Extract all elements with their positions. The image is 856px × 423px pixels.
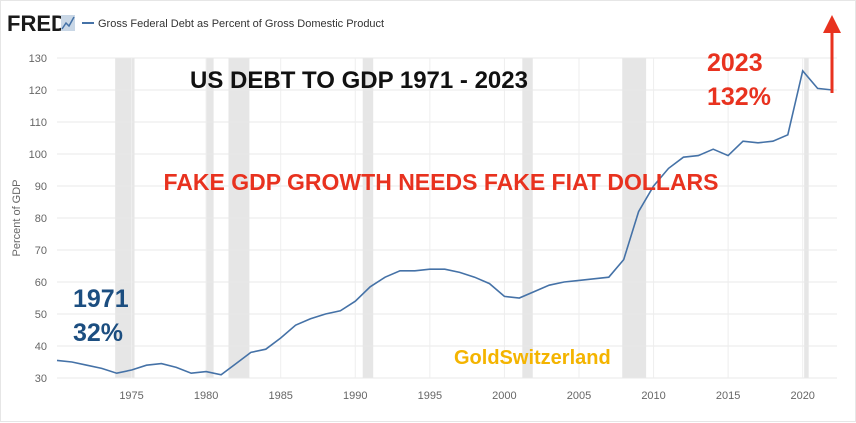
x-tick-label: 2005 bbox=[567, 390, 591, 402]
start-value-label: 32% bbox=[73, 319, 123, 347]
y-tick-label: 50 bbox=[35, 309, 47, 321]
fred-logo-chart-icon bbox=[61, 15, 75, 31]
fred-logo[interactable]: FRED bbox=[7, 11, 67, 36]
x-axis-ticks: 1975 1980 1985 1990 1995 2000 2005 2010 2015 2020 bbox=[119, 390, 815, 402]
end-value-label: 132% bbox=[707, 83, 771, 111]
y-tick-label: 40 bbox=[35, 341, 47, 353]
series-line bbox=[56, 69, 833, 376]
x-tick-label: 1990 bbox=[343, 390, 367, 402]
y-tick-label: 120 bbox=[29, 85, 47, 97]
y-tick-label: 100 bbox=[29, 149, 47, 161]
y-tick-label: 130 bbox=[29, 53, 47, 65]
x-tick-label: 1980 bbox=[194, 390, 218, 402]
x-tick-label: 2010 bbox=[641, 390, 665, 402]
y-tick-label: 110 bbox=[29, 117, 47, 129]
x-tick-label: 1985 bbox=[268, 390, 292, 402]
x-tick-label: 2020 bbox=[790, 390, 814, 402]
x-tick-label: 1995 bbox=[418, 390, 442, 402]
y-tick-label: 70 bbox=[35, 245, 47, 257]
y-tick-label: 80 bbox=[35, 213, 47, 225]
series-title: Gross Federal Debt as Percent of Gross D… bbox=[98, 18, 384, 30]
end-year-label: 2023 bbox=[707, 49, 763, 77]
y-tick-label: 60 bbox=[35, 277, 47, 289]
x-tick-label: 1975 bbox=[119, 390, 143, 402]
headline: US DEBT TO GDP 1971 - 2023 bbox=[190, 67, 528, 94]
up-arrow-icon bbox=[823, 15, 841, 93]
y-axis-label: Percent of GDP bbox=[11, 179, 23, 256]
gridlines bbox=[57, 57, 837, 379]
x-tick-label: 2000 bbox=[492, 390, 516, 402]
y-tick-label: 30 bbox=[35, 373, 47, 385]
y-tick-label: 90 bbox=[35, 181, 47, 193]
start-year-label: 1971 bbox=[73, 285, 129, 313]
x-tick-label: 2015 bbox=[716, 390, 740, 402]
y-axis-ticks: 30 40 50 60 70 80 90 100 110 120 130 bbox=[29, 53, 47, 385]
watermark: GoldSwitzerland bbox=[454, 347, 611, 369]
subheadline: FAKE GDP GROWTH NEEDS FAKE FIAT DOLLARS bbox=[164, 169, 719, 195]
